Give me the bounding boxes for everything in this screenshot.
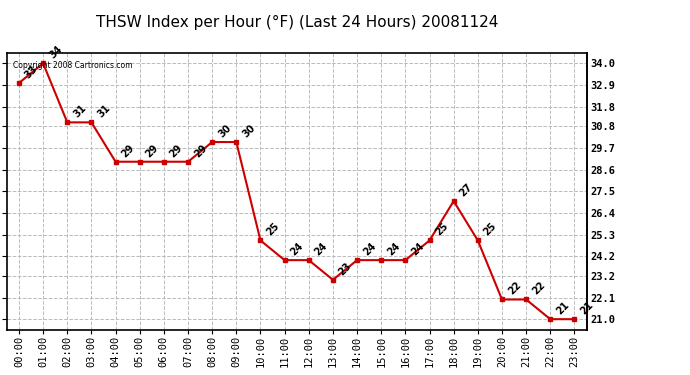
Text: 29: 29 bbox=[168, 142, 185, 159]
Text: 29: 29 bbox=[193, 142, 209, 159]
Text: 23: 23 bbox=[337, 260, 354, 277]
Text: 21: 21 bbox=[555, 300, 571, 316]
Text: 29: 29 bbox=[144, 142, 161, 159]
Text: 25: 25 bbox=[482, 221, 499, 238]
Text: 27: 27 bbox=[458, 182, 475, 198]
Text: 31: 31 bbox=[72, 103, 88, 120]
Text: 22: 22 bbox=[506, 280, 523, 297]
Text: 30: 30 bbox=[241, 123, 257, 139]
Text: 24: 24 bbox=[313, 241, 330, 257]
Text: 24: 24 bbox=[386, 241, 402, 257]
Text: 29: 29 bbox=[120, 142, 137, 159]
Text: 33: 33 bbox=[23, 64, 40, 80]
Text: 24: 24 bbox=[289, 241, 306, 257]
Text: 30: 30 bbox=[217, 123, 233, 139]
Text: THSW Index per Hour (°F) (Last 24 Hours) 20081124: THSW Index per Hour (°F) (Last 24 Hours)… bbox=[95, 15, 498, 30]
Text: 24: 24 bbox=[410, 241, 426, 257]
Text: Copyright 2008 Cartronics.com: Copyright 2008 Cartronics.com bbox=[12, 61, 132, 70]
Text: 21: 21 bbox=[579, 300, 595, 316]
Text: 25: 25 bbox=[434, 221, 451, 238]
Text: 22: 22 bbox=[531, 280, 547, 297]
Text: 24: 24 bbox=[362, 241, 378, 257]
Text: 34: 34 bbox=[48, 44, 64, 60]
Text: 31: 31 bbox=[96, 103, 112, 120]
Text: 25: 25 bbox=[265, 221, 282, 238]
